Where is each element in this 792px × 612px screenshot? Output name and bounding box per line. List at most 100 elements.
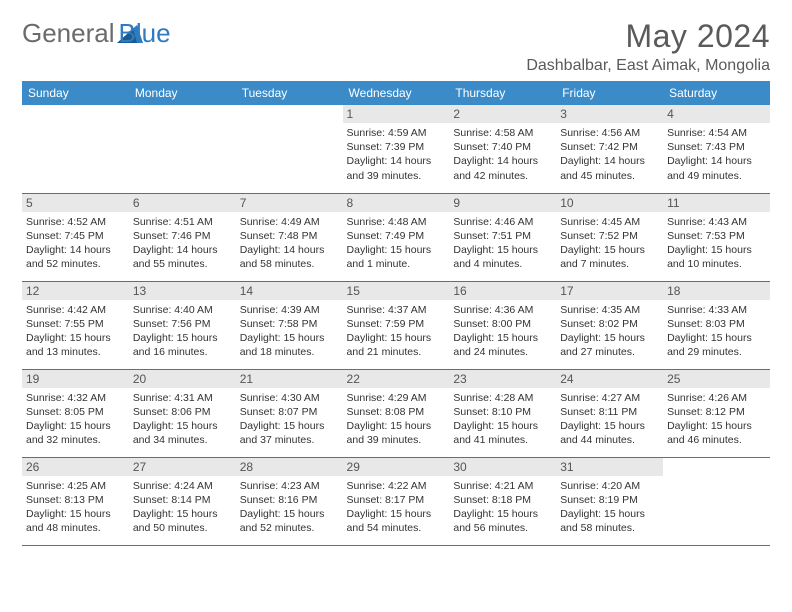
calendar-row: 19Sunrise: 4:32 AMSunset: 8:05 PMDayligh… <box>22 369 770 457</box>
cell-body: Sunrise: 4:58 AMSunset: 7:40 PMDaylight:… <box>453 126 552 183</box>
calendar-cell: 5 Sunrise: 4:52 AMSunset: 7:45 PMDaylight… <box>22 193 129 281</box>
title-block: May 2024 Dashbalbar, East Aimak, Mongoli… <box>526 18 770 75</box>
day-number: 8 <box>343 194 450 212</box>
cell-body: Sunrise: 4:40 AMSunset: 7:56 PMDaylight:… <box>133 303 232 360</box>
location: Dashbalbar, East Aimak, Mongolia <box>526 57 770 75</box>
calendar-cell <box>236 105 343 193</box>
cell-body: Sunrise: 4:22 AMSunset: 8:17 PMDaylight:… <box>347 479 446 536</box>
logo-text-gray: General <box>22 18 115 49</box>
calendar-cell: 3Sunrise: 4:56 AMSunset: 7:42 PMDaylight… <box>556 105 663 193</box>
calendar-cell: 13 Sunrise: 4:40 AMSunset: 7:56 PMDayligh… <box>129 281 236 369</box>
cell-body: Sunrise: 4:20 AMSunset: 8:19 PMDaylight:… <box>560 479 659 536</box>
cell-body: Sunrise: 4:27 AMSunset: 8:11 PMDaylight:… <box>560 391 659 448</box>
day-number: 22 <box>343 370 450 388</box>
calendar-cell: 6 Sunrise: 4:51 AMSunset: 7:46 PMDaylight… <box>129 193 236 281</box>
calendar-cell: 24 Sunrise: 4:27 AMSunset: 8:11 PMDayligh… <box>556 369 663 457</box>
day-number: 12 <box>22 282 129 300</box>
cell-body: Sunrise: 4:28 AMSunset: 8:10 PMDaylight:… <box>453 391 552 448</box>
calendar-cell: 12 Sunrise: 4:42 AMSunset: 7:55 PMDayligh… <box>22 281 129 369</box>
cell-body: Sunrise: 4:43 AMSunset: 7:53 PMDaylight:… <box>667 215 766 272</box>
day-number: 29 <box>343 458 450 476</box>
day-number: 17 <box>556 282 663 300</box>
day-header: Tuesday <box>236 81 343 105</box>
calendar-cell: 21 Sunrise: 4:30 AMSunset: 8:07 PMDayligh… <box>236 369 343 457</box>
day-number: 23 <box>449 370 556 388</box>
calendar-cell: 25 Sunrise: 4:26 AMSunset: 8:12 PMDayligh… <box>663 369 770 457</box>
header: General Blue May 2024 Dashbalbar, East A… <box>22 18 770 75</box>
day-number: 25 <box>663 370 770 388</box>
day-header: Thursday <box>449 81 556 105</box>
day-number: 1 <box>343 105 450 123</box>
cell-body: Sunrise: 4:35 AMSunset: 8:02 PMDaylight:… <box>560 303 659 360</box>
calendar-row: 5 Sunrise: 4:52 AMSunset: 7:45 PMDaylight… <box>22 193 770 281</box>
day-number: 9 <box>449 194 556 212</box>
cell-body: Sunrise: 4:24 AMSunset: 8:14 PMDaylight:… <box>133 479 232 536</box>
day-number: 30 <box>449 458 556 476</box>
day-number: 6 <box>129 194 236 212</box>
cell-body: Sunrise: 4:46 AMSunset: 7:51 PMDaylight:… <box>453 215 552 272</box>
cell-body: Sunrise: 4:21 AMSunset: 8:18 PMDaylight:… <box>453 479 552 536</box>
day-header: Friday <box>556 81 663 105</box>
calendar-cell: 11 Sunrise: 4:43 AMSunset: 7:53 PMDayligh… <box>663 193 770 281</box>
calendar-cell: 28 Sunrise: 4:23 AMSunset: 8:16 PMDayligh… <box>236 457 343 545</box>
day-number: 11 <box>663 194 770 212</box>
calendar-cell: 20Sunrise: 4:31 AMSunset: 8:06 PMDayligh… <box>129 369 236 457</box>
day-number: 28 <box>236 458 343 476</box>
day-number: 26 <box>22 458 129 476</box>
day-header: Wednesday <box>343 81 450 105</box>
cell-body: Sunrise: 4:37 AMSunset: 7:59 PMDaylight:… <box>347 303 446 360</box>
calendar-cell: 16 Sunrise: 4:36 AMSunset: 8:00 PMDayligh… <box>449 281 556 369</box>
cell-body: Sunrise: 4:56 AMSunset: 7:42 PMDaylight:… <box>560 126 659 183</box>
cell-body: Sunrise: 4:29 AMSunset: 8:08 PMDaylight:… <box>347 391 446 448</box>
day-number: 16 <box>449 282 556 300</box>
calendar-row: 26 Sunrise: 4:25 AMSunset: 8:13 PMDayligh… <box>22 457 770 545</box>
calendar-cell <box>129 105 236 193</box>
cell-body: Sunrise: 4:39 AMSunset: 7:58 PMDaylight:… <box>240 303 339 360</box>
calendar-cell: 26 Sunrise: 4:25 AMSunset: 8:13 PMDayligh… <box>22 457 129 545</box>
cell-body: Sunrise: 4:42 AMSunset: 7:55 PMDaylight:… <box>26 303 125 360</box>
calendar-cell: 15 Sunrise: 4:37 AMSunset: 7:59 PMDayligh… <box>343 281 450 369</box>
cell-body: Sunrise: 4:33 AMSunset: 8:03 PMDaylight:… <box>667 303 766 360</box>
day-number: 27 <box>129 458 236 476</box>
day-number: 10 <box>556 194 663 212</box>
day-number: 15 <box>343 282 450 300</box>
day-header: Saturday <box>663 81 770 105</box>
cell-body: Sunrise: 4:51 AMSunset: 7:46 PMDaylight:… <box>133 215 232 272</box>
cell-body: Sunrise: 4:26 AMSunset: 8:12 PMDaylight:… <box>667 391 766 448</box>
calendar-cell: 22 Sunrise: 4:29 AMSunset: 8:08 PMDayligh… <box>343 369 450 457</box>
day-number: 13 <box>129 282 236 300</box>
day-header-row: SundayMondayTuesdayWednesdayThursdayFrid… <box>22 81 770 105</box>
calendar-cell: 23 Sunrise: 4:28 AMSunset: 8:10 PMDayligh… <box>449 369 556 457</box>
calendar-cell <box>663 457 770 545</box>
cell-body: Sunrise: 4:49 AMSunset: 7:48 PMDaylight:… <box>240 215 339 272</box>
calendar-cell: 2Sunrise: 4:58 AMSunset: 7:40 PMDaylight… <box>449 105 556 193</box>
calendar-cell: 8 Sunrise: 4:48 AMSunset: 7:49 PMDaylight… <box>343 193 450 281</box>
cell-body: Sunrise: 4:59 AMSunset: 7:39 PMDaylight:… <box>347 126 446 183</box>
calendar-cell: 30 Sunrise: 4:21 AMSunset: 8:18 PMDayligh… <box>449 457 556 545</box>
calendar-cell: 1 Sunrise: 4:59 AMSunset: 7:39 PMDaylight… <box>343 105 450 193</box>
calendar-cell: 19Sunrise: 4:32 AMSunset: 8:05 PMDayligh… <box>22 369 129 457</box>
cell-body: Sunrise: 4:52 AMSunset: 7:45 PMDaylight:… <box>26 215 125 272</box>
calendar-cell: 10Sunrise: 4:45 AMSunset: 7:52 PMDayligh… <box>556 193 663 281</box>
calendar-cell: 29 Sunrise: 4:22 AMSunset: 8:17 PMDayligh… <box>343 457 450 545</box>
cell-body: Sunrise: 4:48 AMSunset: 7:49 PMDaylight:… <box>347 215 446 272</box>
day-number: 5 <box>22 194 129 212</box>
calendar-table: SundayMondayTuesdayWednesdayThursdayFrid… <box>22 81 770 546</box>
day-number: 4 <box>663 105 770 123</box>
cell-body: Sunrise: 4:36 AMSunset: 8:00 PMDaylight:… <box>453 303 552 360</box>
calendar-cell: 18Sunrise: 4:33 AMSunset: 8:03 PMDayligh… <box>663 281 770 369</box>
calendar-row: 12 Sunrise: 4:42 AMSunset: 7:55 PMDayligh… <box>22 281 770 369</box>
calendar-cell: 9 Sunrise: 4:46 AMSunset: 7:51 PMDaylight… <box>449 193 556 281</box>
day-number: 24 <box>556 370 663 388</box>
cell-body: Sunrise: 4:25 AMSunset: 8:13 PMDaylight:… <box>26 479 125 536</box>
cell-body: Sunrise: 4:54 AMSunset: 7:43 PMDaylight:… <box>667 126 766 183</box>
calendar-cell: 14Sunrise: 4:39 AMSunset: 7:58 PMDayligh… <box>236 281 343 369</box>
cell-body: Sunrise: 4:23 AMSunset: 8:16 PMDaylight:… <box>240 479 339 536</box>
day-number: 21 <box>236 370 343 388</box>
day-number: 20 <box>129 370 236 388</box>
cell-body: Sunrise: 4:32 AMSunset: 8:05 PMDaylight:… <box>26 391 125 448</box>
calendar-body: 1 Sunrise: 4:59 AMSunset: 7:39 PMDaylight… <box>22 105 770 545</box>
day-number: 7 <box>236 194 343 212</box>
logo-text-blue: Blue <box>119 18 171 48</box>
cell-body: Sunrise: 4:30 AMSunset: 8:07 PMDaylight:… <box>240 391 339 448</box>
